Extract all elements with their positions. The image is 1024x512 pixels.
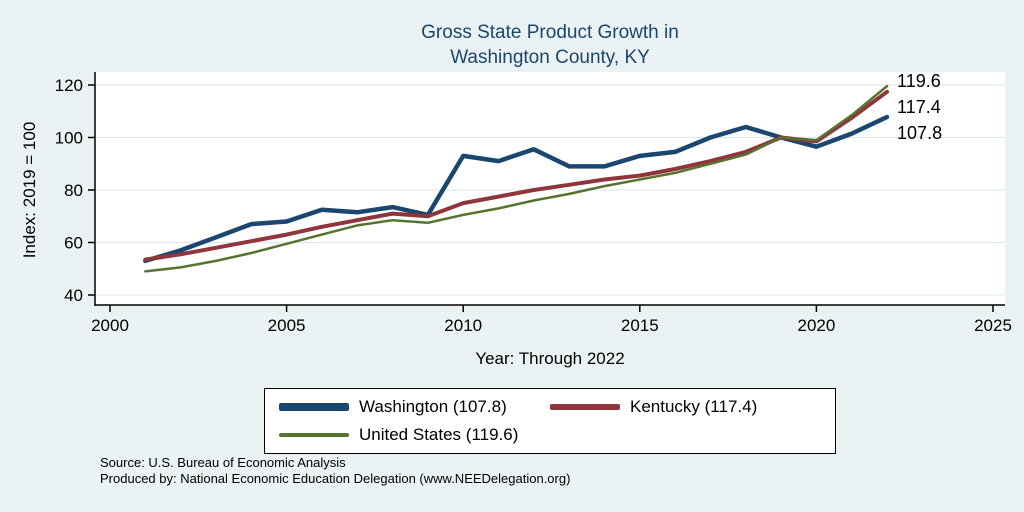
y-tick-label: 80 bbox=[64, 181, 83, 200]
chart-title: Gross State Product Growth in Washington… bbox=[95, 20, 1005, 70]
x-tick-label: 2010 bbox=[444, 316, 482, 335]
chart-title-line1: Gross State Product Growth in bbox=[421, 22, 679, 43]
series-line-united-states bbox=[144, 84, 889, 273]
legend-item-united-states: United States (119.6) bbox=[279, 422, 550, 448]
y-tick-label: 100 bbox=[55, 129, 83, 148]
legend: Washington (107.8) Kentucky (117.4) Unit… bbox=[264, 388, 836, 454]
series-end-label: 107.8 bbox=[897, 123, 942, 143]
x-tick-label: 2025 bbox=[974, 316, 1012, 335]
y-tick-label: 120 bbox=[55, 76, 83, 95]
y-axis-label: Index: 2019 = 100 bbox=[20, 121, 39, 259]
x-axis-label: Year: Through 2022 bbox=[475, 349, 625, 368]
legend-item-kentucky: Kentucky (117.4) bbox=[550, 394, 821, 420]
chart-title-line2: Washington County, KY bbox=[450, 47, 650, 68]
legend-label-kentucky: Kentucky (117.4) bbox=[630, 397, 758, 416]
x-tick-label: 2020 bbox=[797, 316, 835, 335]
kentucky-line-swatch bbox=[550, 403, 620, 411]
x-tick-label: 2000 bbox=[91, 316, 129, 335]
y-tick-label: 60 bbox=[64, 234, 83, 253]
series-line-washington bbox=[143, 114, 890, 264]
legend-label-united-states: United States (119.6) bbox=[359, 425, 519, 444]
united-states-line-swatch bbox=[279, 432, 349, 438]
footer: Source: U.S. Bureau of Economic Analysis… bbox=[100, 455, 570, 487]
x-tick-label: 2005 bbox=[268, 316, 306, 335]
source-note: Source: U.S. Bureau of Economic Analysis bbox=[100, 455, 346, 470]
series-end-label: 117.4 bbox=[897, 97, 941, 117]
legend-label-washington: Washington (107.8) bbox=[359, 397, 507, 416]
washington-line-swatch bbox=[279, 403, 349, 411]
produced-by-note: Produced by: National Economic Education… bbox=[100, 471, 571, 486]
legend-item-washington: Washington (107.8) bbox=[279, 394, 550, 420]
x-tick-label: 2015 bbox=[621, 316, 659, 335]
y-tick-label: 40 bbox=[64, 286, 83, 305]
series-end-label: 119.6 bbox=[897, 71, 941, 91]
